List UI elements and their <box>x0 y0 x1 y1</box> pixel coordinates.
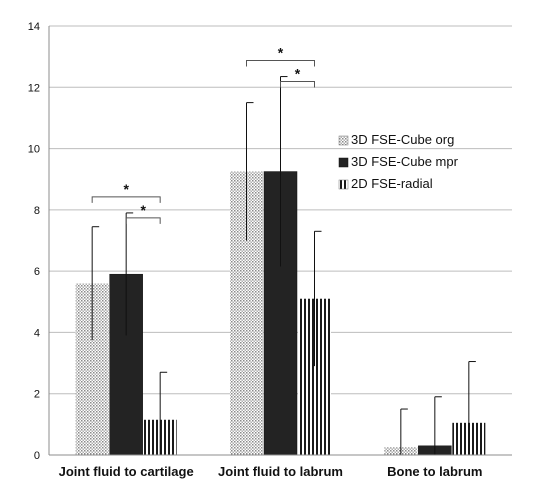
significance-bracket <box>280 81 315 88</box>
significance-star: * <box>123 181 129 197</box>
y-tick-label: 8 <box>34 205 40 217</box>
significance-bracket <box>246 60 315 67</box>
x-axis <box>48 26 512 456</box>
legend-swatch <box>338 157 349 168</box>
y-axis-ticks: 0 2 4 6 8 10 12 14 <box>28 21 40 462</box>
significance-brackets: * * * * <box>91 45 315 224</box>
significance-star: * <box>140 202 146 218</box>
error-bars <box>91 76 476 455</box>
y-tick-label: 10 <box>28 144 40 156</box>
legend-label: 3D FSE-Cube org <box>351 132 454 147</box>
y-tick-label: 6 <box>34 266 40 278</box>
legend: 3D FSE-Cube org 3D FSE-Cube mpr 2D FSE-rad… <box>338 132 459 191</box>
y-tick-label: 0 <box>34 450 40 462</box>
legend-swatch <box>338 135 349 146</box>
legend-label: 2D FSE-radial <box>351 176 433 191</box>
x-axis-labels: Joint fluid to cartilage Joint fluid to l… <box>59 464 483 479</box>
legend-label: 3D FSE-Cube mpr <box>351 154 459 169</box>
y-tick-label: 14 <box>28 21 40 33</box>
significance-star: * <box>295 66 301 82</box>
x-category-label: Joint fluid to cartilage <box>59 464 194 479</box>
x-category-label: Bone to labrum <box>387 464 482 479</box>
y-tick-label: 4 <box>34 327 40 339</box>
significance-star: * <box>278 45 284 61</box>
significance-bracket <box>91 196 161 203</box>
significance-bracket <box>125 217 161 224</box>
y-tick-label: 12 <box>28 82 40 94</box>
legend-swatch <box>338 179 349 190</box>
y-tick-label: 2 <box>34 389 40 401</box>
x-category-label: Joint fluid to labrum <box>218 464 343 479</box>
